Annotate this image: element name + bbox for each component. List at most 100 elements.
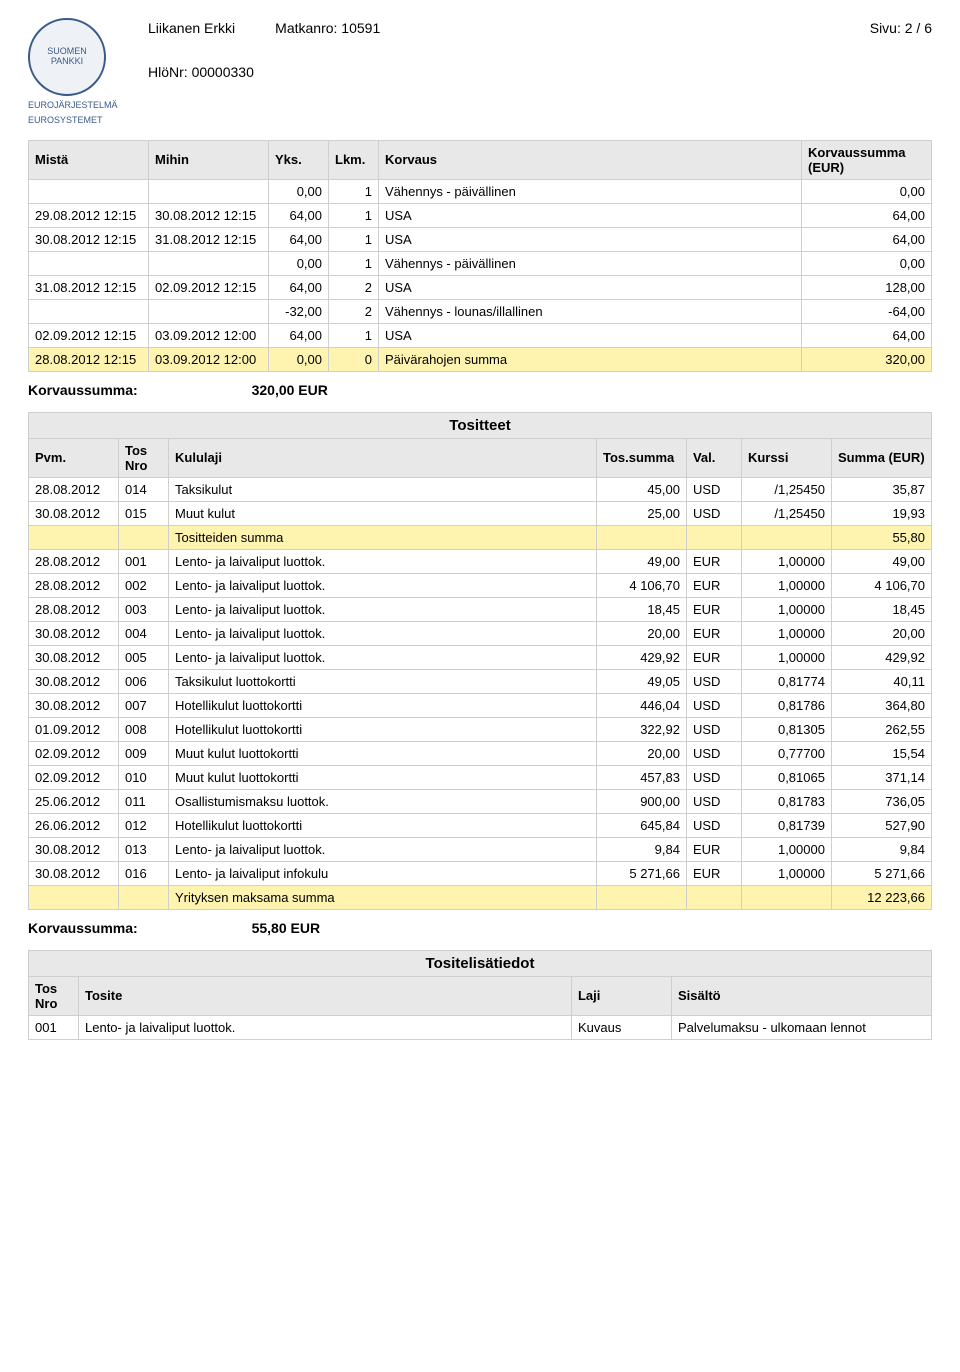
logo-icon: SUOMEN PANKKI <box>28 18 106 96</box>
table-row: 30.08.2012006Taksikulut luottokortti49,0… <box>29 669 932 693</box>
table-korvaus: Mistä Mihin Yks. Lkm. Korvaus Korvaussum… <box>28 140 932 372</box>
cell: 03.09.2012 12:00 <box>149 347 269 371</box>
cell: 64,00 <box>269 227 329 251</box>
header-left: Liikanen Erkki Matkanro: 10591 <box>148 20 380 36</box>
cell: 012 <box>119 813 169 837</box>
table-row: 28.08.2012001Lento- ja laivaliput luotto… <box>29 549 932 573</box>
cell: 20,00 <box>596 741 686 765</box>
cell: 008 <box>119 717 169 741</box>
cell: 18,45 <box>831 597 931 621</box>
cell: Lento- ja laivaliput luottok. <box>169 597 597 621</box>
cell: EUR <box>686 573 741 597</box>
cell <box>29 299 149 323</box>
cell: 1 <box>329 227 379 251</box>
matka-label: Matkanro: <box>275 20 337 36</box>
cell: 49,00 <box>596 549 686 573</box>
cell: USD <box>686 717 741 741</box>
cell: 30.08.2012 <box>29 501 119 525</box>
cell: 28.08.2012 12:15 <box>29 347 149 371</box>
cell: 64,00 <box>802 227 932 251</box>
table-row: 29.08.2012 12:1530.08.2012 12:1564,001US… <box>29 203 932 227</box>
cell: 011 <box>119 789 169 813</box>
cell: USD <box>686 741 741 765</box>
cell: Lento- ja laivaliput luottok. <box>169 621 597 645</box>
cell: 4 106,70 <box>596 573 686 597</box>
cell: 29.08.2012 12:15 <box>29 203 149 227</box>
table-row: 30.08.2012015Muut kulut25,00USD/1,254501… <box>29 501 932 525</box>
cell: Muut kulut luottokortti <box>169 765 597 789</box>
cell: USD <box>686 477 741 501</box>
hlo-value: 00000330 <box>192 64 254 80</box>
header-line2: HlöNr: 00000330 <box>148 64 932 80</box>
table-row: 30.08.2012004Lento- ja laivaliput luotto… <box>29 621 932 645</box>
cell: 40,11 <box>831 669 931 693</box>
cell: 9,84 <box>831 837 931 861</box>
summary2-value: 55,80 EUR <box>252 920 320 936</box>
sivu-value: 2 / 6 <box>905 20 932 36</box>
cell: 9,84 <box>596 837 686 861</box>
th-yks: Yks. <box>269 140 329 179</box>
table-row: Yrityksen maksama summa12 223,66 <box>29 885 932 909</box>
th-tosnro3: Tos Nro <box>29 976 79 1015</box>
cell: EUR <box>686 861 741 885</box>
cell: 45,00 <box>596 477 686 501</box>
cell: Tositteiden summa <box>169 525 597 549</box>
cell: 006 <box>119 669 169 693</box>
header-row: SUOMEN PANKKI EUROJÄRJESTELMÄ EUROSYSTEM… <box>28 18 932 126</box>
cell: 371,14 <box>831 765 931 789</box>
table-row: 02.09.2012009Muut kulut luottokortti20,0… <box>29 741 932 765</box>
cell: USD <box>686 765 741 789</box>
cell: 0,77700 <box>741 741 831 765</box>
th-pvm: Pvm. <box>29 438 119 477</box>
cell: Kuvaus <box>571 1015 671 1039</box>
cell: 1,00000 <box>741 573 831 597</box>
cell: 1 <box>329 323 379 347</box>
cell: Lento- ja laivaliput infokulu <box>169 861 597 885</box>
cell: 320,00 <box>802 347 932 371</box>
cell <box>686 885 741 909</box>
cell: 0,00 <box>269 347 329 371</box>
cell: 322,92 <box>596 717 686 741</box>
table-row: 28.08.2012002Lento- ja laivaliput luotto… <box>29 573 932 597</box>
cell <box>686 525 741 549</box>
cell: 009 <box>119 741 169 765</box>
cell: 30.08.2012 <box>29 693 119 717</box>
cell: Osallistumismaksu luottok. <box>169 789 597 813</box>
cell: 02.09.2012 12:15 <box>29 323 149 347</box>
cell: 64,00 <box>802 323 932 347</box>
cell: 364,80 <box>831 693 931 717</box>
cell <box>149 299 269 323</box>
table-header-row: Pvm. Tos Nro Kululaji Tos.summa Val. Kur… <box>29 438 932 477</box>
section-title-row: Tositelisätiedot <box>29 950 932 976</box>
logo-sub1: EUROJÄRJESTELMÄ <box>28 100 148 111</box>
th-laji: Laji <box>571 976 671 1015</box>
table-row: 28.08.2012014Taksikulut45,00USD/1,254503… <box>29 477 932 501</box>
cell: Lento- ja laivaliput luottok. <box>169 573 597 597</box>
th-korvaussumma: Korvaussumma (EUR) <box>802 140 932 179</box>
summary-2: Korvaussumma: 55,80 EUR <box>28 920 932 936</box>
cell: USD <box>686 693 741 717</box>
cell: -32,00 <box>269 299 329 323</box>
cell: 013 <box>119 837 169 861</box>
cell: 30.08.2012 <box>29 837 119 861</box>
cell: 30.08.2012 <box>29 861 119 885</box>
cell <box>29 179 149 203</box>
table-row: 001Lento- ja laivaliput luottok.KuvausPa… <box>29 1015 932 1039</box>
cell: 001 <box>29 1015 79 1039</box>
cell: 2 <box>329 299 379 323</box>
cell: USA <box>379 275 802 299</box>
cell: 02.09.2012 <box>29 765 119 789</box>
cell: 002 <box>119 573 169 597</box>
logo-block: SUOMEN PANKKI EUROJÄRJESTELMÄ EUROSYSTEM… <box>28 18 148 126</box>
cell: Vähennys - lounas/illallinen <box>379 299 802 323</box>
cell: 262,55 <box>831 717 931 741</box>
cell: 128,00 <box>802 275 932 299</box>
cell: 03.09.2012 12:00 <box>149 323 269 347</box>
cell: 64,00 <box>269 203 329 227</box>
cell: 30.08.2012 <box>29 621 119 645</box>
th-tossumma: Tos.summa <box>596 438 686 477</box>
cell: 1,00000 <box>741 621 831 645</box>
cell: Taksikulut luottokortti <box>169 669 597 693</box>
table-row: 30.08.2012 12:1531.08.2012 12:1564,001US… <box>29 227 932 251</box>
cell: 64,00 <box>802 203 932 227</box>
